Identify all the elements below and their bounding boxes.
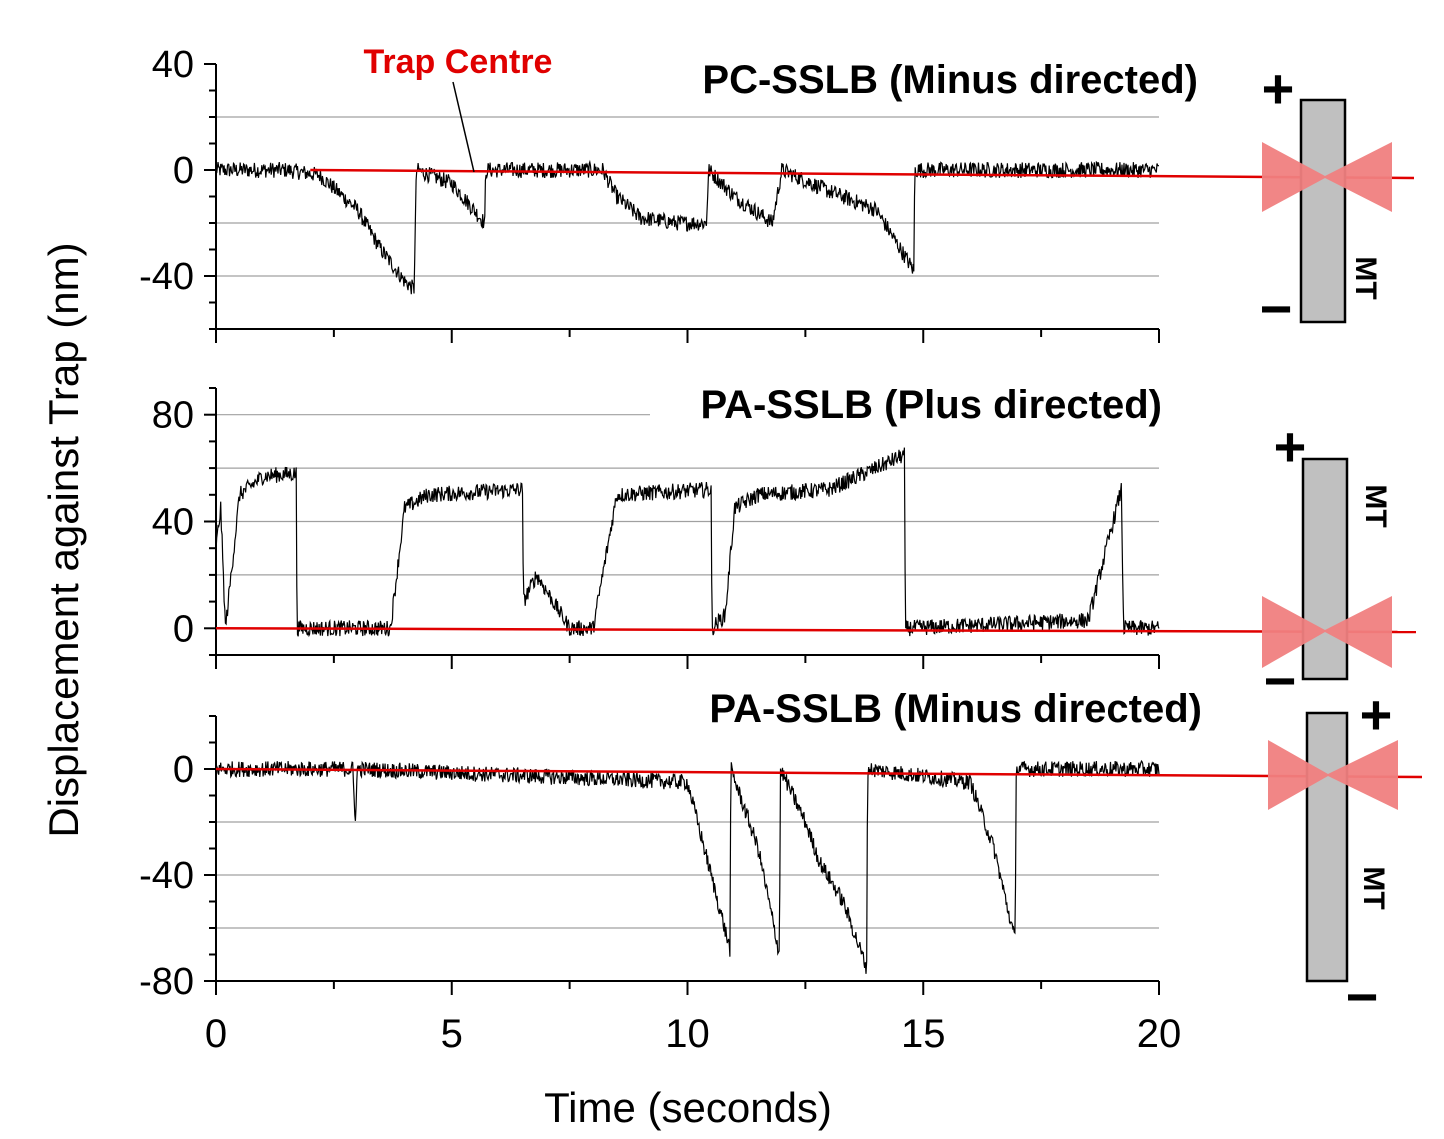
panel-2-grid: [216, 414, 1159, 576]
y-tick-label: 0: [173, 150, 194, 192]
x-tick-label: 0: [205, 1012, 227, 1056]
minus-sign-3: −: [1346, 965, 1379, 1028]
y-tick-label: 80: [152, 395, 194, 437]
x-tick-label: 15: [901, 1012, 946, 1056]
panel-pc-sslb-minus: 40 0 -40 PC-SSLB (Minus directed): [139, 44, 1415, 343]
panel-1-title-backdrop: [650, 64, 1158, 116]
minus-sign-1: −: [1260, 277, 1293, 340]
mt-label-2: MT: [1359, 484, 1392, 527]
trap-centre-label: Trap Centre: [364, 43, 553, 81]
panel-2-ticks: 80 40 0: [152, 387, 1160, 669]
schematic-1: + − MT: [1260, 57, 1392, 340]
plus-sign-3: +: [1360, 683, 1393, 746]
panel-pa-sslb-minus: 0 -40 -80 0 5 10 15 20 PA-SSLB (Minus directed): [139, 687, 1423, 1056]
microtubule-2: [1301, 457, 1349, 681]
minus-sign-2: −: [1264, 649, 1297, 712]
panel-3-grid: [216, 821, 1159, 929]
panel-1-trap-centre-line: [310, 168, 1415, 180]
x-axis-title: Time (seconds): [544, 1084, 832, 1131]
microtubule-3: [1305, 711, 1349, 983]
y-tick-label: 40: [152, 44, 194, 86]
mt-label-1: MT: [1349, 256, 1382, 299]
panel-pa-sslb-plus: 80 40 0 PA-SSLB (Plus directed): [152, 383, 1417, 669]
panel-2-trap-centre-line: [215, 627, 1417, 634]
y-tick-label: 0: [173, 749, 194, 791]
y-tick-label: -40: [139, 855, 194, 897]
trap-centre-pointer: [452, 81, 475, 173]
panel-1-grid: [216, 116, 1159, 277]
panel-2-title: PA-SSLB (Plus directed): [700, 383, 1162, 427]
y-tick-label: 40: [152, 502, 194, 544]
panel-3-trap-centre-line: [215, 767, 1423, 779]
y-tick-label: -80: [139, 961, 194, 1003]
microtubule-1: [1299, 98, 1347, 324]
trap-bowtie-2: [1262, 596, 1392, 668]
schematic-2: + − MT: [1262, 415, 1392, 712]
y-tick-label: 0: [173, 608, 194, 650]
y-tick-label: -40: [139, 256, 194, 298]
panel-1-trace: [216, 159, 1160, 295]
panel-2-title-backdrop: [650, 388, 1158, 438]
schematic-3: + − MT: [1268, 683, 1398, 1028]
panel-3-trace: [216, 759, 1160, 974]
plus-sign-1: +: [1262, 57, 1295, 120]
panel-3-title: PA-SSLB (Minus directed): [709, 687, 1202, 731]
panel-1-ticks: 40 0 -40: [139, 44, 1160, 343]
trap-bowtie-3: [1268, 740, 1398, 810]
x-tick-label: 5: [441, 1012, 463, 1056]
panel-2-trace: [216, 447, 1160, 638]
mt-label-3: MT: [1357, 866, 1390, 909]
panel-1-title: PC-SSLB (Minus directed): [702, 58, 1198, 102]
x-tick-label: 20: [1137, 1012, 1182, 1056]
plus-sign-2: +: [1274, 415, 1307, 478]
y-axis-title: Displacement against Trap (nm): [40, 242, 87, 837]
panel-3-ticks: 0 -40 -80 0 5 10 15 20: [139, 715, 1182, 1056]
trap-bowtie-1: [1262, 142, 1392, 212]
x-tick-label: 10: [665, 1012, 710, 1056]
